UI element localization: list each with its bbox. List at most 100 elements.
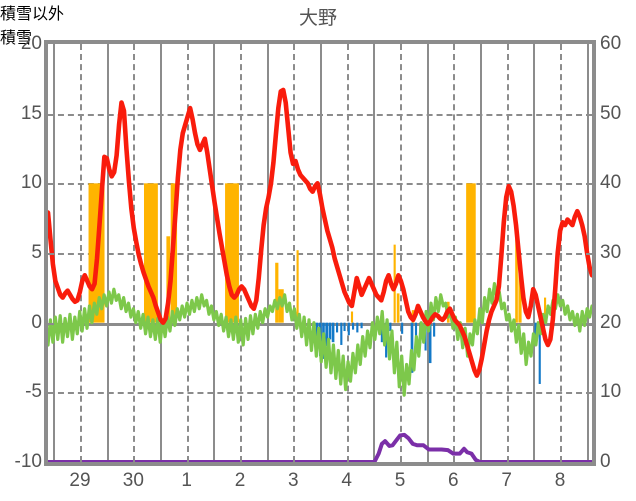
y-tickmark-right — [586, 322, 593, 325]
left-axis-tick-label: -10 — [14, 451, 42, 472]
x-axis-tick-label: 7 — [501, 470, 512, 491]
left-axis-tick-label: 10 — [20, 172, 42, 194]
x-tickmark-top — [506, 43, 509, 50]
left-axis-tick-label: 20 — [20, 33, 42, 54]
precipitation-bar — [166, 236, 171, 323]
y-tickmark-left — [47, 392, 54, 395]
y-tickmark-right — [586, 253, 593, 255]
snowfall-bar — [331, 322, 335, 343]
x-axis-tick-label: 29 — [69, 470, 91, 491]
vertical-gridline-day — [533, 44, 536, 462]
x-axis-tick-label: 1 — [181, 470, 192, 491]
snowfall-bar — [389, 322, 392, 332]
precipitation-bar — [466, 183, 476, 323]
vertical-gridline-day — [266, 44, 269, 462]
snowfall-bar — [538, 322, 541, 384]
vertical-gridline-halfday — [400, 44, 402, 462]
precipitation-bar — [515, 230, 518, 323]
right-axis-tick-label: 40 — [600, 172, 622, 194]
vertical-gridline-halfday — [453, 44, 456, 462]
snowfall-bar — [380, 322, 383, 343]
snowfall-bar — [343, 322, 346, 332]
x-axis-tick-label: 8 — [554, 470, 566, 491]
wind-speed-line — [46, 282, 594, 397]
x-tickmark-bottom — [293, 456, 296, 463]
x-tickmark-bottom — [80, 456, 82, 463]
precipitation-bars — [88, 183, 547, 323]
wind-speed-polyline — [46, 282, 594, 397]
x-tickmark-bottom — [453, 456, 456, 463]
precipitation-bar — [396, 293, 400, 323]
right-axis-tick-label: 20 — [600, 311, 622, 333]
precipitation-bar — [518, 265, 522, 323]
snowfall-bar — [336, 322, 339, 333]
x-tickmark-bottom — [506, 456, 509, 463]
x-tickmark-top — [400, 43, 402, 50]
x-axis-tick-label: 30 — [122, 470, 144, 491]
vertical-gridline-day — [320, 44, 322, 462]
right-axis-title: 積雪 — [0, 30, 33, 47]
snowfall-bar — [401, 322, 404, 334]
snowfall-bar — [360, 322, 363, 329]
left-axis-tick-label: -5 — [25, 381, 42, 403]
plot-area — [45, 44, 595, 464]
snowfall-bar — [428, 322, 432, 364]
x-tickmark-bottom — [186, 456, 189, 463]
snowfall-bar — [340, 322, 343, 345]
vertical-gridline-halfday — [186, 44, 189, 462]
precipitation-bar — [275, 262, 279, 323]
precipitation-bar — [225, 183, 239, 323]
right-axis-tick-label: 30 — [600, 242, 622, 263]
chart-series-layer — [45, 87, 595, 464]
y-tickmark-right — [586, 113, 593, 116]
vertical-gridline-halfday — [80, 44, 82, 462]
y-tickmark-right — [586, 183, 593, 186]
vertical-gridline-halfday — [560, 44, 562, 462]
x-tickmark-bottom — [240, 456, 242, 463]
vertical-gridline-day — [53, 44, 56, 462]
vertical-gridline-day — [106, 44, 109, 462]
x-tickmark-bottom — [400, 456, 402, 463]
snow-depth-polyline — [48, 432, 592, 464]
left-axis-tick-label: 0 — [31, 311, 42, 333]
temperature-line — [45, 87, 595, 378]
x-axis-tick-label: 6 — [448, 470, 459, 491]
vertical-gridline-day — [213, 44, 216, 462]
y-tickmark-left — [47, 113, 54, 116]
y-tickmark-left — [47, 183, 54, 186]
vertical-gridline-halfday — [133, 44, 136, 462]
snowfall-bar — [325, 322, 328, 347]
x-tickmark-top — [453, 43, 456, 50]
snow-depth-line — [48, 432, 592, 464]
y-tickmark-right — [586, 392, 593, 395]
snowfall-bar — [433, 322, 436, 337]
vertical-gridline-halfday — [506, 44, 509, 462]
x-tickmark-bottom — [560, 456, 562, 463]
left-axis-title: 積雪以外 — [0, 6, 65, 23]
snowfall-bar — [356, 322, 359, 333]
vertical-gridline-halfday — [293, 44, 296, 462]
snowfall-bar — [534, 322, 537, 343]
vertical-gridline-halfday — [346, 44, 349, 462]
vertical-gridline-halfday — [240, 44, 242, 462]
snowfall-bar — [414, 322, 418, 340]
y-tickmark-left — [47, 253, 54, 255]
precipitation-bar — [296, 250, 299, 323]
right-axis-tick-label: 50 — [600, 102, 622, 124]
snowfall-bar — [347, 322, 350, 336]
vertical-gridline-day — [426, 44, 429, 462]
chart-title: 大野 — [298, 8, 337, 29]
snowfall-bar — [352, 322, 355, 330]
x-tickmark-bottom — [346, 456, 349, 463]
precipitation-bar — [544, 297, 547, 323]
x-tickmark-top — [80, 43, 82, 50]
x-tickmark-top — [560, 43, 562, 50]
x-tickmark-top — [293, 43, 296, 50]
left-axis-tick-label: 5 — [31, 242, 42, 263]
right-axis-tick-label: 60 — [600, 33, 622, 54]
snowfall-bar — [410, 322, 414, 373]
right-axis-tick-label: 0 — [600, 451, 611, 472]
x-axis-tick-label: 5 — [394, 470, 406, 491]
x-tickmark-top — [186, 43, 189, 50]
